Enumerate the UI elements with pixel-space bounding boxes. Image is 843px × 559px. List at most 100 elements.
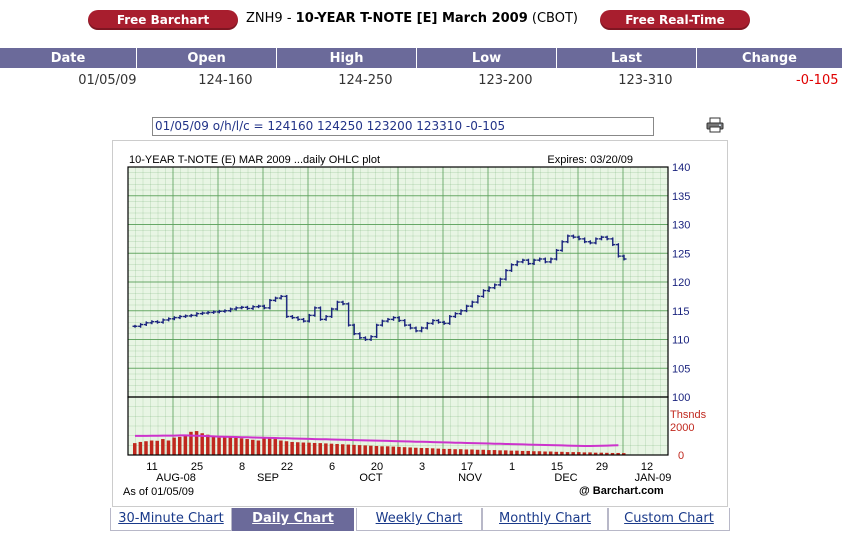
x-tick-label: 20: [371, 461, 383, 473]
tab-30-minute-chart[interactable]: 30-Minute Chart: [110, 508, 232, 531]
volume-bar: [487, 450, 491, 455]
ohlc-bar: [244, 305, 250, 310]
ohlc-bar: [261, 304, 267, 310]
tab-daily-chart[interactable]: Daily Chart: [232, 508, 354, 531]
volume-bar: [380, 446, 384, 455]
x-tick-label: 6: [329, 461, 335, 473]
ohlc-bar: [503, 269, 509, 281]
cell-open: 124-160: [198, 72, 253, 88]
ohlc-bar: [385, 317, 391, 323]
tab-monthly-chart[interactable]: Monthly Chart: [482, 508, 608, 531]
volume-bar: [177, 436, 182, 455]
ohlc-bar: [205, 311, 211, 315]
volume-bar: [149, 440, 154, 455]
ohlc-bar: [171, 316, 177, 321]
volume-bar: [622, 453, 626, 455]
ohlc-bar: [497, 277, 503, 287]
barchart-credit: @ Barchart.com: [579, 485, 664, 497]
ohlc-bar: [233, 306, 239, 311]
x-tick-label: 25: [191, 461, 203, 473]
y-tick-label: 125: [672, 248, 690, 260]
ohlc-bar: [475, 294, 481, 304]
price-chart: 10-YEAR T-NOTE (E) MAR 2009 ...daily OHL…: [123, 154, 707, 498]
ohlc-bar: [138, 323, 144, 328]
real-time-quotes-button[interactable]: Free Real-Time Quotes: [600, 10, 750, 47]
ohlc-readout: 01/05/09 o/h/l/c = 124160 124250 123200 …: [152, 117, 654, 136]
ohlc-bar: [177, 315, 183, 320]
volume-bar: [616, 452, 620, 455]
ohlc-bar: [301, 317, 307, 323]
ohlc-bar: [239, 305, 245, 310]
volume-bar: [217, 437, 221, 455]
volume-bar: [470, 449, 474, 455]
newsletter-button[interactable]: Free Barchart Newsletters: [88, 10, 238, 47]
volume-bar: [211, 436, 216, 455]
ohlc-bar: [570, 234, 576, 239]
ohlc-bar: [154, 320, 160, 324]
volume-bar: [161, 439, 165, 455]
ohlc-bar: [391, 316, 397, 321]
volume-bar: [397, 446, 401, 455]
ohlc-bar: [436, 319, 442, 324]
ohlc-bar: [593, 237, 599, 245]
volume-bar: [346, 444, 351, 455]
ohlc-bar: [447, 315, 453, 325]
volume-bar: [335, 443, 339, 455]
exchange-label: (CBOT): [531, 11, 578, 26]
tab-weekly-chart[interactable]: Weekly Chart: [356, 508, 482, 531]
volume-bar: [582, 452, 587, 455]
ohlc-bar: [216, 309, 222, 314]
volume-bar: [318, 443, 322, 455]
ohlc-bar: [559, 240, 565, 252]
x-axis-day-labels: 11 25 8 22 6 20 3 17 1 15 29 12: [146, 461, 653, 473]
x-tick-label: 12: [641, 461, 653, 473]
ohlc-bar: [525, 258, 531, 266]
ohlc-bar: [458, 309, 464, 316]
ohlc-bar: [424, 321, 430, 330]
ohlc-bar: [357, 332, 363, 340]
volume-bar: [391, 446, 396, 455]
volume-bar: [588, 452, 592, 455]
ohlc-bar: [295, 316, 301, 321]
ohlc-bar: [334, 300, 340, 311]
quote-table-header: Date Open High Low Last Change: [0, 48, 843, 68]
volume-bar: [610, 452, 615, 455]
volume-bar: [312, 442, 317, 455]
ohlc-bar: [486, 286, 492, 293]
ohlc-bar: [379, 319, 385, 327]
volume-bar: [605, 452, 609, 455]
volume-bar: [144, 441, 148, 455]
ohlc-bar: [284, 294, 290, 318]
x-tick-label: 8: [239, 461, 245, 473]
ohlc-bar: [514, 260, 520, 267]
printer-icon[interactable]: [706, 117, 724, 133]
volume-bar: [155, 440, 159, 455]
ohlc-bar: [143, 321, 149, 326]
volume-bar: [301, 442, 306, 455]
volume-bar: [402, 447, 407, 455]
ohlc-bar: [419, 326, 425, 333]
ohlc-bar: [222, 309, 228, 313]
volume-bar: [419, 448, 424, 455]
volume-bar: [498, 450, 502, 455]
x-month-label: AUG-08: [156, 472, 196, 484]
volume-bar: [503, 450, 508, 455]
volume-bar: [459, 449, 463, 455]
ohlc-bar: [554, 248, 560, 261]
x-month-label: OCT: [359, 472, 383, 484]
x-tick-label: 3: [419, 461, 425, 473]
volume-bar: [571, 452, 575, 455]
volume-bar: [200, 433, 204, 455]
ohlc-bar: [132, 324, 138, 328]
cell-low: 123-200: [478, 72, 533, 88]
volume-bar: [273, 439, 278, 455]
ohlc-bar: [565, 234, 571, 244]
x-tick-label: 15: [551, 461, 563, 473]
volume-bar: [256, 440, 261, 455]
volume-bar: [267, 437, 272, 455]
tab-custom-chart[interactable]: Custom Chart: [608, 508, 730, 531]
cell-date: 01/05/09: [78, 72, 137, 88]
ohlc-bar: [368, 335, 374, 341]
cell-last: 123-310: [618, 72, 673, 88]
volume-bar: [430, 448, 435, 455]
